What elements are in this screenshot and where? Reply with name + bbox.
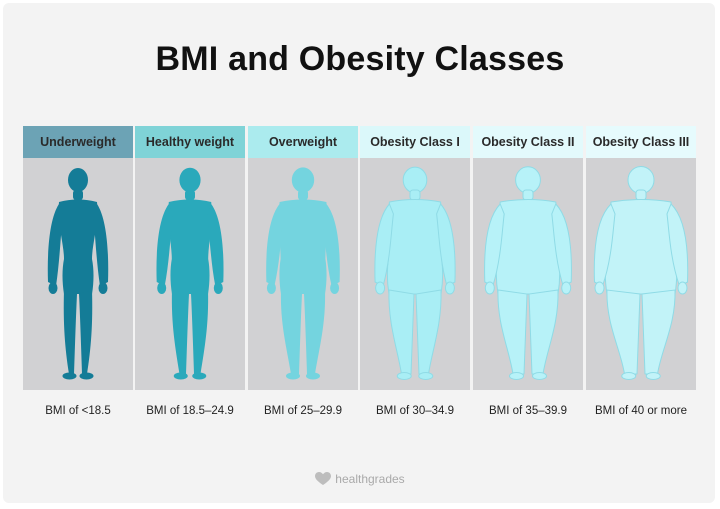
column-header: Underweight <box>23 126 133 158</box>
figure <box>266 167 340 380</box>
body-silhouette <box>47 168 109 380</box>
logo-text: healthgrades <box>335 472 405 486</box>
heart-icon <box>315 472 332 485</box>
column-header: Obesity Class III <box>586 126 696 158</box>
figure <box>484 166 572 380</box>
body-silhouette <box>593 166 689 380</box>
body-silhouette <box>374 166 456 380</box>
figure <box>156 167 224 380</box>
body-silhouette <box>484 166 572 380</box>
column-healthy-weight: Healthy weight <box>135 126 245 390</box>
bmi-range-label: BMI of 35–39.9 <box>489 405 567 417</box>
column-obesity-class-3: Obesity Class III <box>586 126 696 390</box>
bmi-range-label: BMI of 30–34.9 <box>376 405 454 417</box>
bmi-class-table: Underweight Healthy weight Overweight Ob… <box>23 126 696 390</box>
column-header: Healthy weight <box>135 126 245 158</box>
column-overweight: Overweight <box>248 126 358 390</box>
body-silhouette <box>156 167 224 380</box>
body-silhouette <box>266 167 340 380</box>
column-obesity-class-2: Obesity Class II <box>473 126 583 390</box>
bmi-range-label: BMI of 40 or more <box>594 405 688 417</box>
column-underweight: Underweight <box>23 126 133 390</box>
column-header: Overweight <box>248 126 358 158</box>
column-header: Obesity Class I <box>360 126 470 158</box>
bmi-range-label: BMI of 25–29.9 <box>264 405 342 417</box>
column-obesity-class-1: Obesity Class I <box>360 126 470 390</box>
column-header: Obesity Class II <box>473 126 583 158</box>
bmi-range-label: BMI of 18.5–24.9 <box>146 405 234 417</box>
figure <box>374 166 456 380</box>
healthgrades-logo: healthgrades <box>0 472 720 486</box>
figure <box>593 166 689 380</box>
figure <box>47 168 109 380</box>
bmi-range-label: BMI of <18.5 <box>45 405 111 417</box>
page-title: BMI and Obesity Classes <box>155 40 565 78</box>
